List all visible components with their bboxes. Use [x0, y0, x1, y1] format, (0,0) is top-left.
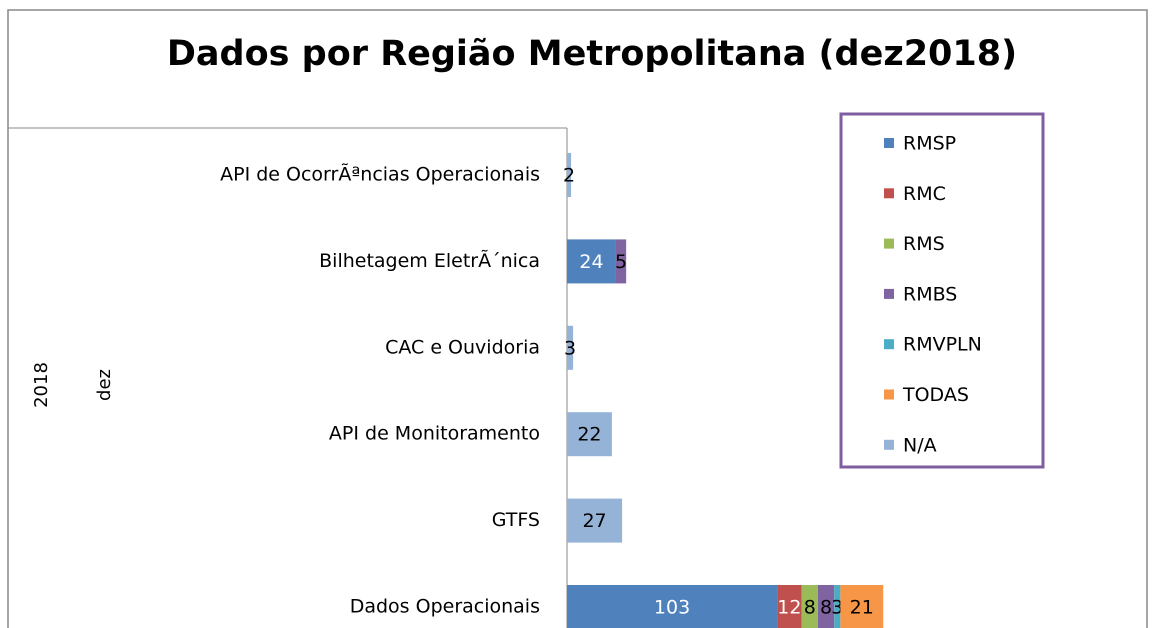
legend-swatch: [884, 389, 894, 400]
data-label: 5: [615, 251, 627, 273]
data-label: 8: [820, 597, 832, 619]
bar-segment: [834, 585, 841, 628]
legend-swatch: [884, 188, 894, 199]
data-label: 8: [804, 597, 816, 619]
legend-label: RMBS: [903, 283, 957, 305]
data-label: 3: [564, 337, 576, 359]
data-label: 12: [777, 597, 801, 619]
bar-segment: [567, 325, 574, 370]
legend-label: RMSP: [903, 133, 956, 155]
legend-swatch: [884, 138, 894, 148]
legend-swatch: [884, 339, 894, 350]
legend-label: RMVPLN: [903, 334, 982, 356]
legend-swatch: [884, 238, 894, 249]
legend-box: [839, 112, 1045, 469]
category-label: API de OcorrÃªncias Operacionais: [220, 163, 540, 186]
data-label: 22: [577, 424, 601, 446]
bar-segment: [801, 585, 818, 628]
bar-segment: [567, 239, 616, 284]
data-label: 27: [582, 510, 606, 532]
bar-segment: [777, 585, 802, 628]
category-label: CAC e Ouvidoria: [385, 336, 540, 358]
bar-segment: [567, 585, 778, 628]
legend-label: RMC: [903, 183, 946, 205]
group-label: dez: [94, 369, 115, 401]
bar-segment: [615, 239, 627, 284]
legend-label: RMS: [903, 233, 945, 255]
group-label: 2018: [31, 362, 52, 408]
bar-segment: [840, 585, 884, 628]
category-label: Dados Operacionais: [350, 596, 540, 618]
data-label: 2: [563, 165, 575, 187]
data-label: 3: [831, 597, 843, 619]
bar-segment: [567, 412, 612, 457]
data-label: 24: [579, 251, 603, 273]
chart-title: Dados por Região Metropolitana (dez2018): [167, 34, 1017, 74]
category-label: GTFS: [492, 509, 540, 531]
category-label: API de Monitoramento: [329, 423, 540, 445]
bar-segment: [567, 498, 623, 543]
category-label: Bilhetagem EletrÃ´nica: [319, 249, 540, 272]
legend-label: TODAS: [902, 384, 969, 406]
legend-swatch: [884, 439, 894, 450]
legend-swatch: [884, 288, 894, 299]
bar-segment: [817, 585, 835, 628]
data-label: 21: [850, 597, 874, 619]
data-label: 103: [654, 597, 690, 619]
legend-label: N/A: [903, 434, 937, 456]
bar-segment: [567, 153, 572, 197]
